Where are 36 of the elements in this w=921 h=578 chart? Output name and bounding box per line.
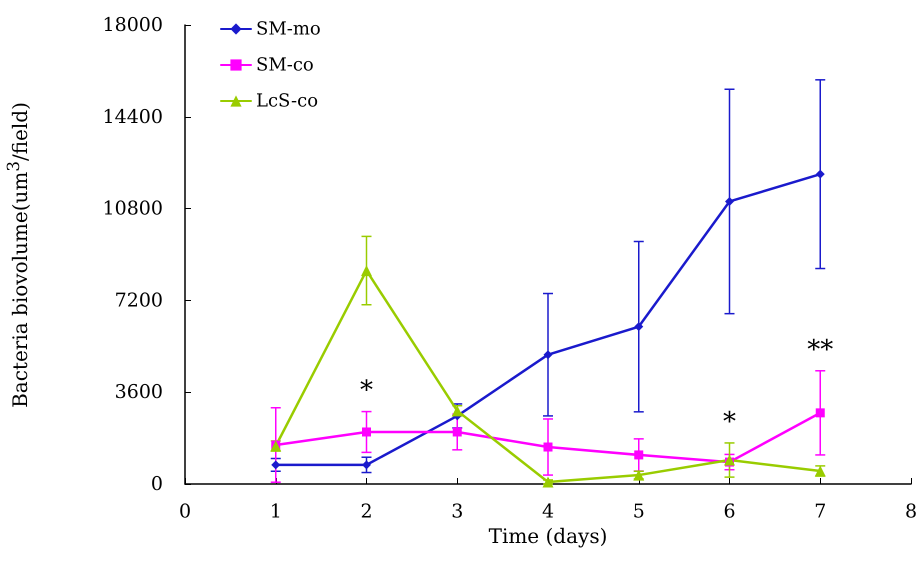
annotation: * <box>360 376 373 406</box>
x-tick-label: 0 <box>178 500 192 522</box>
x-tick-label: 2 <box>360 500 373 522</box>
point <box>634 322 644 332</box>
point <box>816 408 825 418</box>
point <box>544 350 552 360</box>
x-tick-label: 7 <box>814 500 826 522</box>
y-tick-label: 0 <box>150 473 163 495</box>
point <box>816 170 825 179</box>
x-tick-label: 8 <box>904 500 918 522</box>
point <box>362 460 371 470</box>
x-axis-title: Time (days) <box>488 524 608 548</box>
legend-label: SM-co <box>256 54 314 76</box>
legend-label: SM-mo <box>256 18 321 40</box>
point <box>452 427 462 436</box>
point <box>361 265 372 276</box>
y-tick-label: 3600 <box>114 381 163 404</box>
x-tick-label: 4 <box>542 500 554 522</box>
point <box>271 460 280 470</box>
point <box>362 427 371 436</box>
annotation: * <box>723 406 736 437</box>
x-tick-label: 3 <box>451 500 464 522</box>
point <box>544 442 552 452</box>
y-tick-label: 10800 <box>102 198 163 220</box>
point <box>634 450 644 460</box>
point <box>725 196 734 206</box>
y-tick-label: 14400 <box>102 106 163 128</box>
y-tick-label: 7200 <box>114 289 163 312</box>
annotation: ** <box>807 334 834 365</box>
x-tick-label: 5 <box>632 500 645 522</box>
x-tick-label: 1 <box>270 500 282 522</box>
legend-label: LcS-co <box>256 90 318 112</box>
x-tick-label: 6 <box>723 500 736 522</box>
y-tick-label: 18000 <box>102 14 163 36</box>
point <box>724 454 735 466</box>
point <box>542 476 554 488</box>
